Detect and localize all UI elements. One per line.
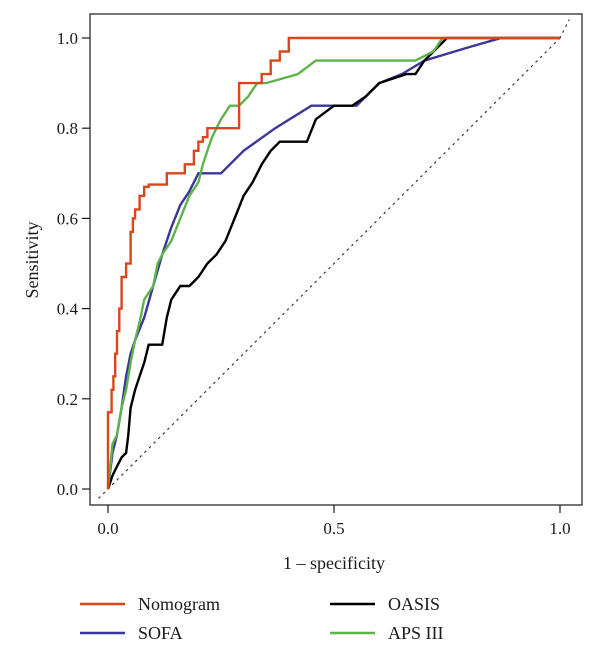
x-tick-label: 0.0 — [97, 519, 118, 538]
x-axis: 0.0 0.5 1.0 — [97, 505, 571, 538]
series-line-aps-iii — [106, 36, 560, 490]
legend-label-nomogram: Nomogram — [138, 594, 220, 614]
legend-label-sofa: SOFA — [138, 623, 183, 643]
reference-diagonal-extension-start — [98, 488, 109, 499]
reference-diagonal-extension-end — [559, 19, 570, 39]
series-line-sofa — [106, 36, 560, 490]
y-tick-label: 0.0 — [57, 480, 78, 499]
plot-frame — [89, 13, 583, 506]
y-tick-label: 0.4 — [57, 300, 79, 319]
x-tick-label: 1.0 — [549, 519, 570, 538]
reference-diagonal-line — [107, 37, 561, 490]
series-line-oasis — [106, 36, 560, 490]
x-tick-label: 0.5 — [323, 519, 344, 538]
y-axis-title: Sensitivity — [22, 221, 42, 298]
legend-label-oasis: OASIS — [388, 594, 440, 614]
y-tick-label: 0.2 — [57, 390, 78, 409]
y-tick-label: 0.8 — [57, 119, 78, 138]
series-layer — [106, 36, 560, 490]
y-axis: 0.0 0.2 0.4 0.6 0.8 1.0 — [57, 29, 90, 499]
y-tick-label: 1.0 — [57, 29, 78, 48]
legend: Nomogram OASIS SOFA APS III — [80, 594, 444, 643]
legend-label-aps-iii: APS III — [388, 623, 444, 643]
reference-layer — [98, 19, 570, 499]
x-axis-title: 1 – specificity — [283, 553, 385, 573]
series-line-nomogram — [106, 36, 560, 489]
y-tick-label: 0.6 — [57, 209, 78, 228]
